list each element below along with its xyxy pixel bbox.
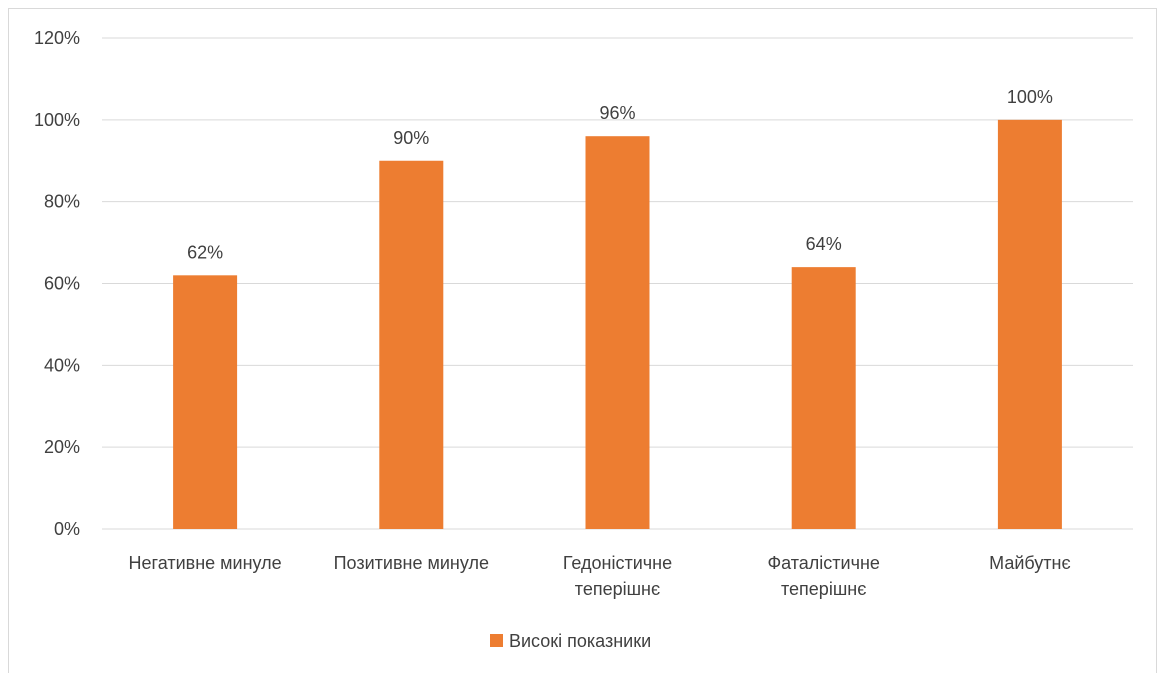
x-tick-label-line: Фаталістичне	[767, 553, 879, 573]
x-tick-label-line: теперішнє	[575, 579, 660, 599]
data-label: 64%	[806, 234, 842, 254]
x-tick-label: Позитивне минуле	[334, 553, 489, 573]
legend-swatch	[490, 634, 503, 647]
bar	[791, 267, 856, 529]
x-tick-label-line: Гедоністичне	[563, 553, 672, 573]
y-tick-label: 120%	[34, 28, 80, 48]
x-tick-label: Фаталістичне теперішнє	[767, 553, 879, 599]
data-label: 100%	[1007, 87, 1053, 107]
legend: Високі показники	[490, 631, 651, 651]
legend-label: Високі показники	[509, 631, 651, 651]
chart-border	[8, 8, 1157, 673]
data-label: 62%	[187, 242, 223, 262]
data-label: 90%	[393, 128, 429, 148]
x-tick-label: Гедоністичне теперішнє	[563, 553, 672, 599]
x-tick-label-line: Майбутнє	[989, 553, 1071, 573]
y-tick-label: 60%	[44, 274, 80, 294]
x-tick-label-line: теперішнє	[781, 579, 866, 599]
bar	[173, 275, 238, 529]
bar	[585, 136, 650, 529]
y-tick-label: 80%	[44, 192, 80, 212]
x-tick-label: Майбутнє	[989, 553, 1071, 573]
bar	[997, 119, 1062, 529]
x-tick-label-line: Негативне минуле	[129, 553, 282, 573]
y-tick-label: 20%	[44, 437, 80, 457]
y-tick-label: 40%	[44, 355, 80, 375]
data-label: 96%	[599, 103, 635, 123]
x-tick-label-line: Позитивне минуле	[334, 553, 489, 573]
bar	[379, 160, 444, 529]
y-tick-label: 0%	[54, 519, 80, 539]
y-tick-label: 100%	[34, 110, 80, 130]
x-tick-label: Негативне минуле	[129, 553, 282, 573]
